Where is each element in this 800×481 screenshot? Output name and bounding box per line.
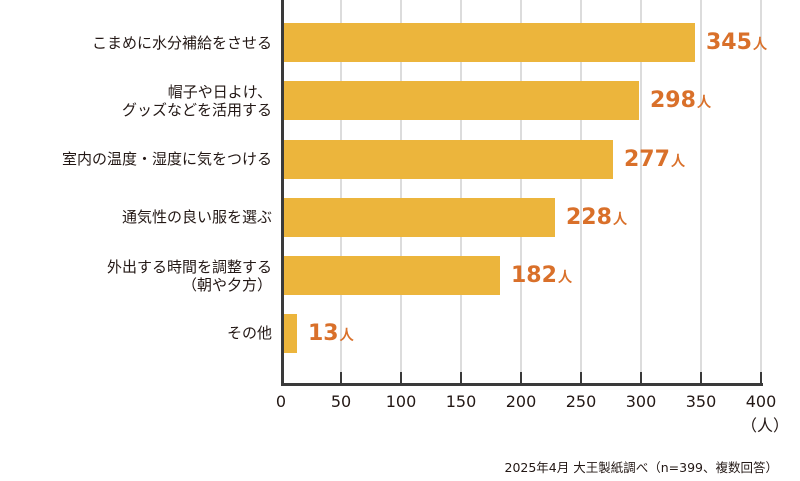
gridline-400 [760, 0, 762, 384]
x-tick-label: 0 [275, 392, 287, 411]
bar-breathable-clothes [283, 198, 555, 237]
bar-hats-shades [283, 81, 639, 120]
x-tick-label: 150 [445, 392, 477, 411]
category-label-outing-time: 外出する時間を調整する （朝や夕方） [106, 258, 272, 294]
x-tick-150 [460, 372, 462, 384]
value-label-hydration: 345人 [706, 30, 767, 55]
x-tick-350 [700, 372, 702, 384]
bar-other [283, 314, 297, 353]
x-tick-label: 200 [505, 392, 537, 411]
value-label-other: 13人 [308, 321, 354, 346]
gridline-350 [700, 0, 702, 384]
x-tick-200 [520, 372, 522, 384]
value-label-hats-shades: 298人 [650, 88, 711, 113]
x-tick-label: 350 [685, 392, 717, 411]
x-tick-label: 250 [565, 392, 597, 411]
value-label-outing-time: 182人 [511, 263, 572, 288]
x-tick-250 [580, 372, 582, 384]
bar-room-temp [283, 140, 613, 179]
source-note: 2025年4月 大王製紙調べ（n=399、複数回答） [504, 460, 779, 475]
bar-hydration [283, 23, 695, 62]
category-label-hats-shades: 帽子や日よけ、 グッズなどを活用する [121, 83, 272, 119]
gridline-200 [520, 0, 522, 384]
x-tick-label: 400 [745, 392, 777, 411]
gridline-50 [340, 0, 342, 384]
category-label-hydration: こまめに水分補給をさせる [91, 34, 272, 52]
x-tick-label: 300 [625, 392, 657, 411]
x-tick-100 [400, 372, 402, 384]
category-label-breathable-clothes: 通気性の良い服を選ぶ [121, 208, 272, 226]
x-tick-50 [340, 372, 342, 384]
x-tick-400 [760, 372, 762, 384]
x-axis-line [281, 383, 763, 386]
gridline-100 [400, 0, 402, 384]
gridline-300 [640, 0, 642, 384]
category-label-room-temp: 室内の温度・湿度に気をつける [61, 150, 272, 168]
bar-outing-time [283, 256, 500, 295]
x-axis-unit-label: （人） [741, 416, 790, 435]
value-label-room-temp: 277人 [624, 147, 685, 172]
gridline-250 [580, 0, 582, 384]
x-tick-label: 100 [385, 392, 417, 411]
x-tick-300 [640, 372, 642, 384]
gridline-150 [460, 0, 462, 384]
category-label-other: その他 [226, 324, 272, 342]
x-tick-label: 50 [330, 392, 352, 411]
value-label-breathable-clothes: 228人 [566, 205, 627, 230]
y-axis-line [281, 0, 284, 386]
